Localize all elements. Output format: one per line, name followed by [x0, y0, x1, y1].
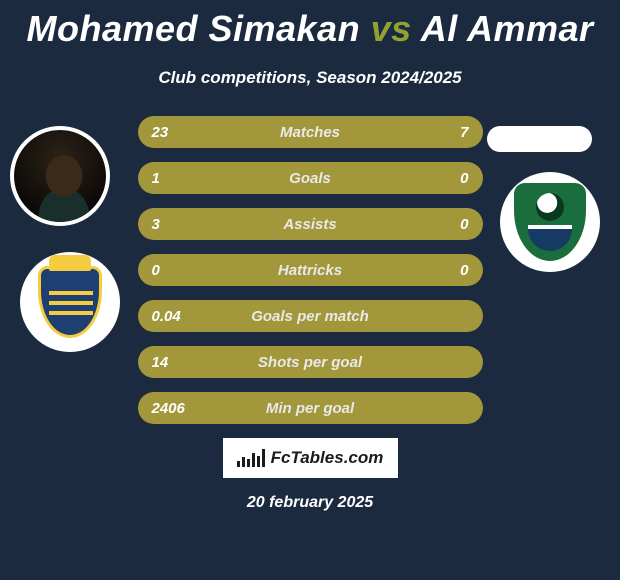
snapshot-date: 20 february 2025: [0, 494, 620, 512]
stat-label: Assists: [138, 216, 483, 233]
stat-left-value: 23: [152, 124, 169, 141]
stat-label: Goals: [138, 170, 483, 187]
stat-row: 23Matches7: [138, 116, 483, 148]
stat-right-value: 7: [460, 124, 468, 141]
stat-row: 3Assists0: [138, 208, 483, 240]
stat-row: 2406Min per goal: [138, 392, 483, 424]
stat-right-value: 0: [460, 170, 468, 187]
stat-left-value: 1: [152, 170, 160, 187]
source-badge: FcTables.com: [223, 438, 398, 478]
stat-left-value: 2406: [152, 400, 185, 417]
stat-left-value: 14: [152, 354, 169, 371]
source-label: FcTables.com: [271, 448, 384, 468]
vs-text: vs: [371, 8, 412, 49]
stat-left-value: 0: [152, 262, 160, 279]
stat-label: Min per goal: [138, 400, 483, 417]
stat-row: 0Hattricks0: [138, 254, 483, 286]
stat-row: 14Shots per goal: [138, 346, 483, 378]
stat-label: Matches: [138, 124, 483, 141]
comparison-title: Mohamed Simakan vs Al Ammar: [0, 0, 620, 50]
stat-row: 1Goals0: [138, 162, 483, 194]
stat-right-value: 0: [460, 216, 468, 233]
stat-rows: 23Matches71Goals03Assists00Hattricks00.0…: [138, 116, 483, 424]
stat-left-value: 3: [152, 216, 160, 233]
player2-name: Al Ammar: [421, 8, 594, 49]
stat-label: Shots per goal: [138, 354, 483, 371]
stat-left-value: 0.04: [152, 308, 181, 325]
stat-right-value: 0: [460, 262, 468, 279]
stat-label: Goals per match: [138, 308, 483, 325]
stat-row: 0.04Goals per match: [138, 300, 483, 332]
player1-name: Mohamed Simakan: [26, 8, 360, 49]
bars-icon: [237, 449, 265, 467]
stat-label: Hattricks: [138, 262, 483, 279]
subtitle: Club competitions, Season 2024/2025: [0, 68, 620, 88]
